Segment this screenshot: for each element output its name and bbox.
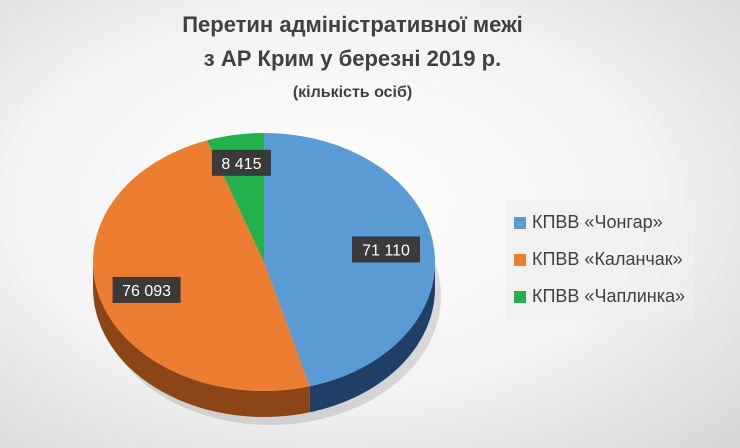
legend-swatch [514, 253, 526, 266]
legend-item: КПВВ «Чонгар» [514, 204, 685, 241]
pie-slice-side [309, 262, 435, 413]
legend-label: КПВВ «Каланчак» [532, 249, 683, 269]
legend: КПВВ «Чонгар» КПВВ «Каланчак» КПВВ «Чапл… [506, 200, 693, 319]
legend-label: КПВВ «Чонгар» [532, 212, 663, 232]
pie-slice-side [93, 262, 310, 417]
data-label-box [351, 236, 420, 263]
legend-swatch [514, 216, 526, 229]
chart-subtitle: (кількість осіб) [292, 84, 413, 101]
data-label: 76 093 [122, 283, 171, 300]
legend-item: КПВВ «Каланчак» [514, 241, 685, 278]
data-label: 71 110 [362, 242, 410, 259]
legend-label: КПВВ «Чаплинка» [532, 286, 685, 306]
chart-title-line-2: з АР Крим у березні 2019 р. [203, 46, 502, 71]
legend-swatch [514, 290, 526, 303]
legend-item: КПВВ «Чаплинка» [514, 278, 685, 315]
pie-slice [93, 140, 310, 391]
pie-slice [264, 133, 435, 387]
data-label-box [211, 149, 271, 176]
data-label-box [112, 276, 181, 303]
chart-title-line-1: Перетин адміністративної межі [182, 12, 523, 37]
data-label: 8 415 [221, 156, 261, 173]
